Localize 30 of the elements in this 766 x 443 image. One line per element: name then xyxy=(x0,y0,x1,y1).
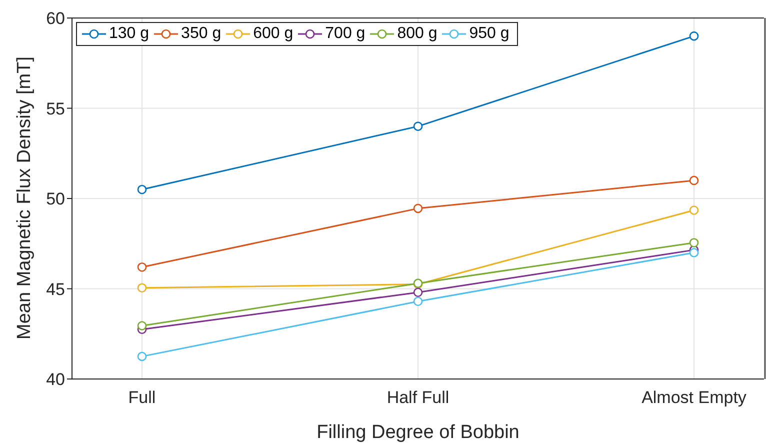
point xyxy=(137,283,147,292)
x-axis-title: Filling Degree of Bobbin xyxy=(316,422,520,443)
y-tick-label: 50 xyxy=(46,190,65,209)
point xyxy=(137,352,147,362)
point xyxy=(137,262,147,272)
point xyxy=(413,204,423,214)
point xyxy=(413,122,423,131)
point xyxy=(689,248,699,258)
y-tick-label: 45 xyxy=(46,280,65,299)
point xyxy=(689,238,699,248)
point xyxy=(137,321,147,330)
y-tick-label: 40 xyxy=(46,370,65,390)
y-tick-label: 60 xyxy=(46,9,65,28)
legend-label: 800 g xyxy=(397,24,438,44)
point xyxy=(413,288,423,298)
legend-label: 700 g xyxy=(325,24,366,44)
legend-label: 350 g xyxy=(181,24,222,44)
point xyxy=(689,31,699,41)
legend-label: 600 g xyxy=(253,24,294,44)
x-tick-label: Half Full xyxy=(386,388,450,408)
point xyxy=(413,296,423,306)
x-tick-label: Almost Empty xyxy=(642,388,747,408)
legend-label: 130 g xyxy=(109,24,150,44)
legend-label: 950 g xyxy=(469,24,510,44)
point xyxy=(137,184,147,194)
x-tick-label: Full xyxy=(128,388,156,408)
y-tick-label: 55 xyxy=(46,99,65,118)
point xyxy=(689,176,699,186)
point xyxy=(689,206,699,215)
y-axis-title: Mean Magnetic Flux Density [mT] xyxy=(14,56,35,340)
